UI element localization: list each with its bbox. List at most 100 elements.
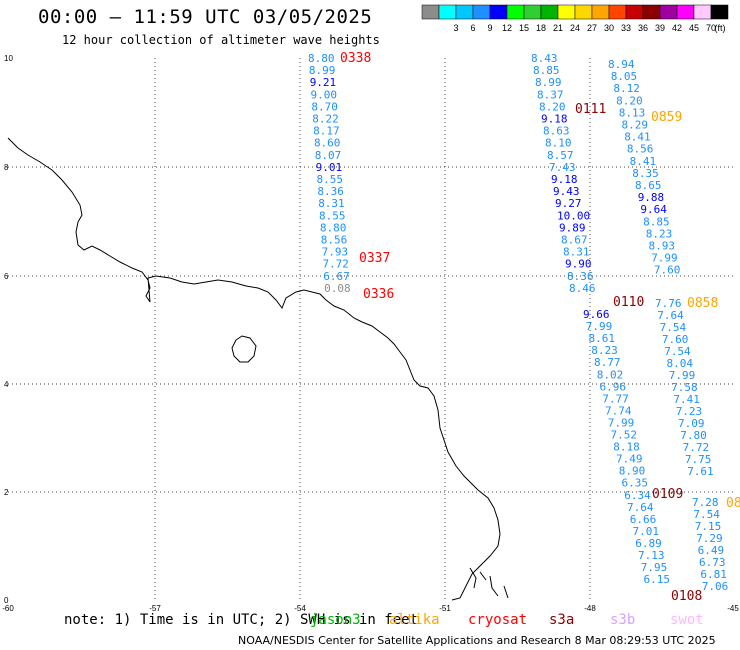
legend-swatch — [659, 4, 678, 20]
wave-height-value: 8.22 — [312, 113, 339, 126]
wave-height-value: 8.94 — [608, 58, 635, 71]
legend-tick-label: 24 — [570, 23, 580, 33]
lon-tick-label: -48 — [584, 604, 596, 613]
legend-swatch — [523, 4, 542, 20]
altimeter-tracks: 8.808.999.219.008.708.228.178.608.079.01… — [308, 51, 728, 593]
wave-height-value: 9.88 — [638, 191, 665, 204]
wave-height-value: 8.63 — [543, 125, 570, 138]
wave-height-value: 8.57 — [547, 149, 574, 162]
wave-height-value: 9.27 — [555, 197, 582, 210]
wave-height-value: 7.64 — [627, 501, 654, 514]
wave-height-value: 7.72 — [322, 258, 349, 271]
wave-height-value: 6.89 — [635, 537, 662, 550]
wave-height-value: 7.64 — [657, 309, 684, 322]
wave-height-value: 8.43 — [531, 52, 558, 65]
lat-lon-grid — [8, 58, 736, 600]
legend-swatch — [455, 4, 474, 20]
wave-height-value: 7.77 — [602, 392, 629, 405]
legend-tick-label: 6 — [470, 23, 475, 33]
legend-tick-label: 12 — [502, 23, 512, 33]
track-0110: 9.667.998.618.238.778.026.967.777.747.99… — [583, 295, 670, 586]
legend-tick-label: 39 — [655, 23, 665, 33]
legend-swatch — [557, 4, 576, 20]
wave-height-value: 8.04 — [667, 357, 694, 370]
color-legend: 3 6 9 12 15 18 21 24 27 30 33 36 39 42 45 70(ft) — [421, 4, 729, 33]
wave-height-value: 9.21 — [310, 76, 337, 89]
wave-height-value: 8.85 — [643, 215, 670, 228]
wave-height-value: 8.23 — [646, 227, 673, 240]
track-0859: 8.948.058.128.208.138.298.418.568.418.35… — [608, 58, 682, 277]
legend-swatch — [591, 4, 610, 20]
track-0338: 8.808.999.219.008.708.228.178.608.079.01… — [308, 51, 371, 295]
wave-height-value: 8.77 — [594, 356, 621, 369]
lat-tick-label: 10 — [4, 54, 13, 63]
legend-swatch — [489, 4, 508, 20]
track-0109: 7.287.547.157.296.496.736.817.06 0109 — [652, 487, 728, 593]
wave-height-value: 8.80 — [320, 221, 347, 234]
wave-height-value: 7.99 — [651, 252, 678, 265]
wave-height-value: 7.01 — [633, 525, 660, 538]
pass-time-label: 0337 — [359, 251, 390, 266]
legend-swatch — [642, 4, 661, 20]
legend-swatch — [608, 4, 627, 20]
legend-tick-label: 27 — [587, 23, 597, 33]
wave-height-value: 9.18 — [551, 173, 578, 186]
wave-height-value: 9.43 — [553, 185, 580, 198]
legend-tick-label: 18 — [536, 23, 546, 33]
pass-time-label: 0336 — [363, 287, 394, 302]
wave-height-value: 8.13 — [619, 106, 646, 119]
wave-height-value: 7.49 — [616, 453, 643, 466]
pass-time-label: 08 — [726, 496, 740, 511]
legend-tick-label: 15 — [519, 23, 529, 33]
wave-height-value: 7.95 — [641, 561, 668, 574]
lon-tick-label: -57 — [149, 604, 161, 613]
wave-height-value: 7.99 — [669, 369, 696, 382]
credit-line: NOAA/NESDIS Center for Satellite Applica… — [238, 634, 716, 647]
wave-height-value: 8.85 — [533, 64, 560, 77]
lon-tick-label: -54 — [294, 604, 306, 613]
wave-height-value: 8.55 — [319, 209, 346, 222]
pass-time-label: 0109 — [652, 487, 683, 502]
wave-height-value: 7.60 — [662, 333, 689, 346]
wave-height-value: 6.96 — [600, 380, 627, 393]
satellite-swot: swot — [670, 612, 704, 628]
wave-height-value: 8.18 — [613, 441, 640, 454]
wave-height-value: 7.75 — [685, 453, 712, 466]
legend-swatch — [676, 4, 695, 20]
legend-swatch — [625, 4, 644, 20]
wave-height-value: 8.31 — [563, 246, 590, 259]
wave-height-value: 8.10 — [545, 137, 572, 150]
wave-height-value: 7.06 — [702, 580, 729, 593]
wave-height-value: 7.99 — [608, 416, 635, 429]
legend-unit: (ft) — [715, 23, 726, 33]
wave-height-value: 8.80 — [308, 52, 335, 65]
wave-height-value: 7.80 — [680, 429, 707, 442]
wave-height-value: 10.00 — [557, 209, 590, 222]
lon-tick-label: -45 — [727, 604, 739, 613]
legend-swatch — [421, 4, 440, 20]
wave-height-value: 7.61 — [687, 465, 714, 478]
legend-swatch — [693, 4, 712, 20]
wave-height-value: 8.31 — [318, 197, 345, 210]
lake-shape — [231, 335, 257, 363]
wave-height-value: 8.20 — [539, 100, 566, 113]
wave-height-value: 7.54 — [693, 508, 720, 521]
wave-height-value: 9.90 — [565, 258, 592, 271]
wave-height-value: 8.60 — [314, 137, 341, 150]
wave-height-value: 8.20 — [616, 94, 643, 107]
wave-height-value: 6.66 — [630, 513, 657, 526]
legend-tick-label: 45 — [689, 23, 699, 33]
wave-height-value: 8.05 — [611, 70, 638, 83]
wave-height-value: 9.66 — [583, 308, 610, 321]
satellite-s3a: s3a — [549, 612, 575, 628]
wave-height-value: 7.58 — [671, 381, 698, 394]
wave-height-value: 8.29 — [622, 119, 649, 132]
map-subtitle: 12 hour collection of altimeter wave hei… — [62, 33, 380, 47]
wave-height-value: 7.72 — [683, 441, 710, 454]
coastline — [7, 137, 501, 601]
wave-height-value: 8.56 — [627, 143, 654, 156]
lat-tick-label: 6 — [4, 272, 9, 281]
wave-height-value: 8.70 — [311, 100, 338, 113]
wave-height-value: 7.93 — [322, 246, 349, 259]
wave-height-value: 7.54 — [660, 321, 687, 334]
